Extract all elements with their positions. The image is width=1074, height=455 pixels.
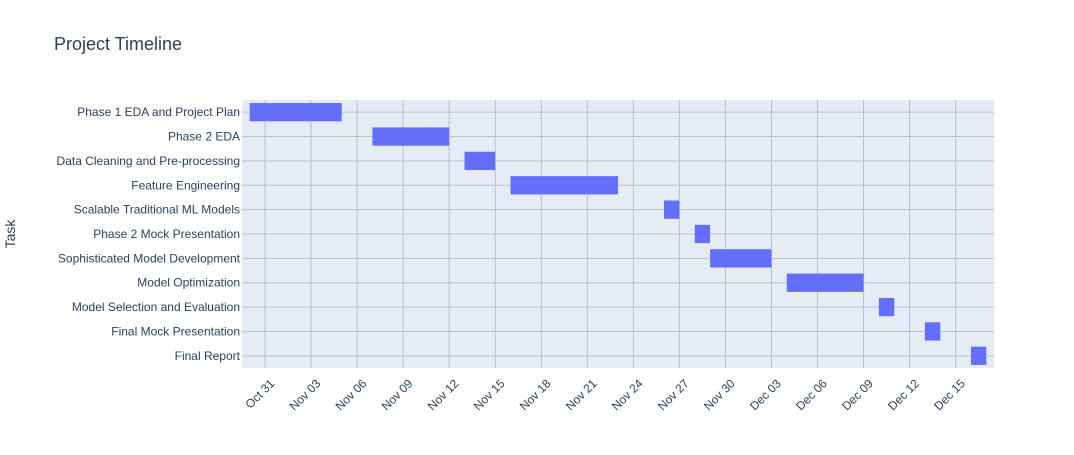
x-tick-label: Dec 15 (931, 376, 968, 413)
y-tick-label: Phase 1 EDA and Project Plan (77, 105, 240, 119)
task-bar (510, 176, 618, 195)
y-tick-label: Sophisticated Model Development (58, 251, 241, 265)
task-bar (464, 151, 496, 171)
x-tick-label: Oct 31 (242, 376, 277, 411)
y-tick-label: Final Mock Presentation (111, 324, 240, 338)
task-bar (372, 127, 450, 146)
task-bar (878, 297, 895, 317)
y-tick-label: Data Cleaning and Pre-processing (57, 154, 240, 168)
task-bar (786, 273, 864, 292)
x-tick-label: Dec 06 (793, 376, 830, 413)
x-tick-label: Nov 18 (517, 376, 554, 413)
x-tick-label: Nov 09 (379, 376, 416, 413)
x-tick-label: Nov 06 (333, 376, 370, 413)
y-tick-label: Model Selection and Evaluation (72, 300, 240, 314)
x-tick-label: Nov 30 (701, 376, 738, 413)
task-bar (924, 322, 941, 341)
task-bar (970, 346, 987, 365)
x-tick-label: Dec 03 (747, 376, 784, 413)
y-tick-label: Scalable Traditional ML Models (74, 203, 240, 217)
x-tick-labels: Oct 31 Nov 03 Nov 06 Nov 09 Nov 12 Nov 15 Nov … (242, 376, 968, 413)
y-tick-labels: Phase 1 EDA and Project Plan Phase 2 EDA D… (57, 105, 241, 363)
x-tick-label: Nov 24 (609, 376, 646, 413)
task-bar (664, 200, 680, 219)
y-axis-title: Task (2, 219, 18, 249)
y-tick-label: Model Optimization (137, 276, 240, 290)
task-bar (694, 224, 711, 244)
x-tick-label: Nov 03 (287, 376, 324, 413)
x-tick-label: Nov 15 (471, 376, 508, 413)
y-tick-label: Final Report (175, 349, 241, 363)
x-tick-label: Dec 12 (885, 376, 922, 413)
y-tick-label: Phase 2 EDA (168, 130, 240, 144)
x-tick-label: Nov 27 (655, 376, 692, 413)
chart-title: Project Timeline (54, 34, 182, 54)
y-gridlines (242, 111, 994, 357)
y-tick-label: Feature Engineering (131, 178, 240, 192)
task-bar (710, 249, 772, 268)
task-bar (249, 103, 342, 122)
x-tick-label: Nov 12 (425, 376, 462, 413)
x-tick-label: Dec 09 (839, 376, 876, 413)
task-bars (249, 103, 987, 365)
x-tick-label: Nov 21 (563, 376, 600, 413)
y-tick-label: Phase 2 Mock Presentation (93, 227, 240, 241)
